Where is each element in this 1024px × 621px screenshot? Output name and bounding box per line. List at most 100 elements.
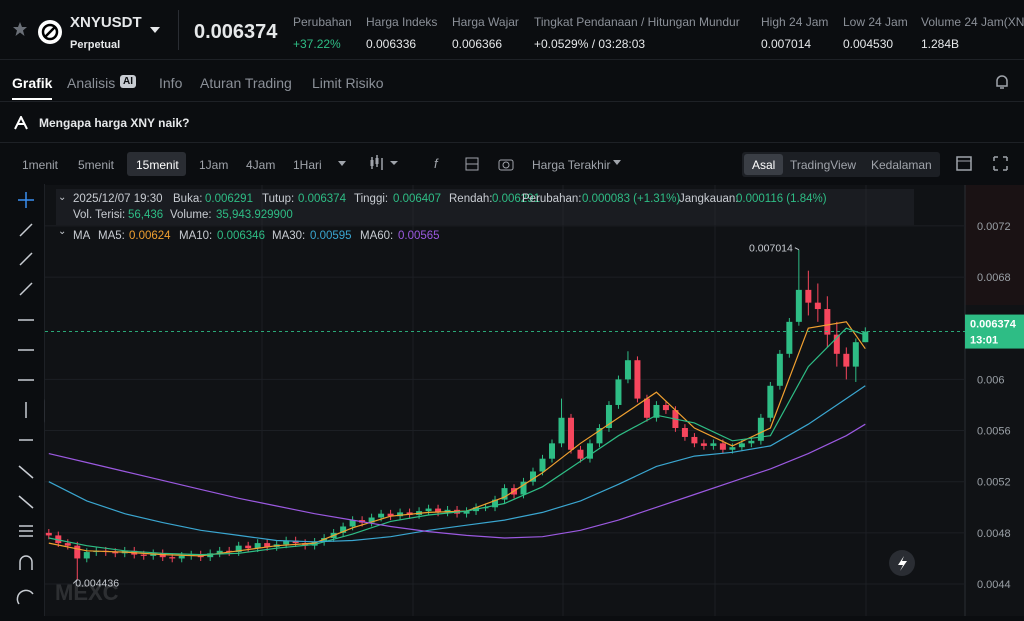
candle-body: [624, 360, 631, 380]
stat-label: Tingkat Pendanaan / Hitungan Mundur: [534, 15, 740, 29]
candle-body: [700, 443, 707, 446]
interval[interactable]: 1Hari: [293, 158, 322, 172]
candle-body: [55, 535, 62, 544]
candle-body: [615, 379, 622, 405]
stat-value: +0.0529% / 03:28:03: [534, 37, 646, 51]
view-option[interactable]: Kedalaman: [871, 158, 932, 172]
info-label: Jangkauan:: [679, 193, 739, 205]
axis-shade: [965, 185, 1024, 305]
ma-line: [48, 423, 866, 539]
price-tag-bg: [965, 314, 1024, 349]
candle-body: [264, 543, 271, 547]
stat-value: 0.006366: [452, 37, 503, 51]
interval[interactable]: 5menit: [78, 158, 115, 172]
info-value: 0.006374: [298, 193, 346, 205]
interval[interactable]: 4Jam: [246, 158, 276, 172]
interval-selected-bg: [127, 152, 186, 176]
ai-badge: AI: [120, 75, 136, 88]
candle-body: [776, 353, 783, 386]
y-tick-label: 0.0068: [977, 272, 1011, 284]
candle-body: [45, 532, 52, 536]
candle-body: [340, 526, 347, 533]
tab[interactable]: Info: [159, 75, 183, 91]
candle-body: [83, 552, 90, 559]
candle-body: [567, 417, 574, 450]
candle-body: [216, 550, 223, 554]
ma-legend-value: 0.00624: [129, 230, 171, 242]
interval[interactable]: 1menit: [22, 158, 59, 172]
candle-body: [548, 443, 555, 459]
candle-body: [852, 342, 859, 367]
candle-body: [292, 540, 299, 544]
tool-icons[interactable]: f: [434, 156, 524, 172]
candle-body: [245, 545, 252, 549]
candle-body: [586, 443, 593, 459]
tab[interactable]: Limit Risiko: [312, 75, 384, 91]
tab[interactable]: Aturan Trading: [200, 75, 292, 91]
candle-type-icon[interactable]: [369, 155, 399, 171]
candle-body: [463, 511, 470, 514]
candle-body: [530, 471, 537, 482]
symbol[interactable]: XNYUSDT: [70, 14, 142, 31]
candle-body: [577, 449, 584, 459]
info-date: 2025/12/07 19:30: [73, 193, 163, 205]
view-selected-bg: [744, 154, 783, 175]
candle-body: [814, 302, 821, 310]
stat-label: Low 24 Jam: [843, 15, 908, 29]
bell-icon[interactable]: [994, 74, 1010, 90]
svg-text:f: f: [434, 156, 439, 171]
tab[interactable]: Analisis: [67, 75, 116, 91]
y-tick-label: 0.0048: [977, 528, 1011, 540]
candle-body: [159, 553, 166, 558]
min-label: 0.004436: [75, 577, 119, 589]
divider: [0, 142, 1024, 143]
view-option[interactable]: TradingView: [790, 158, 857, 172]
max-label: 0.007014: [749, 243, 793, 255]
interval[interactable]: 1Jam: [199, 158, 229, 172]
dropdown-arrow[interactable]: [150, 27, 160, 34]
ohlc-panel: [56, 189, 914, 225]
y-tick-label: 0.0072: [977, 221, 1011, 233]
candle-body: [64, 543, 71, 546]
interval[interactable]: 15menit: [136, 158, 179, 172]
stat-value: 1.284B: [921, 37, 960, 51]
ai-icon: [14, 116, 28, 130]
info-label: Rendah:: [449, 193, 493, 205]
info-value: 0.006291: [205, 193, 253, 205]
info-label: Perubahan:: [522, 193, 582, 205]
candle-body: [738, 443, 745, 448]
stat-label: Perubahan: [293, 15, 352, 29]
candle-body: [862, 331, 869, 343]
candle-body: [520, 481, 527, 495]
candle-body: [235, 545, 242, 553]
ma-legend-name: MA10:: [179, 230, 213, 242]
candle-body: [368, 517, 375, 523]
banner[interactable]: Mengapa harga XNY naik?: [39, 116, 190, 130]
info-value: 0.006407: [393, 193, 441, 205]
info-value: 0.000116 (1.84%): [736, 193, 827, 205]
candle-body: [74, 545, 81, 559]
top-bar: XNYUSDT Perpetual 0.006374 Perubahan +37.…: [0, 0, 1024, 60]
info-caret: ⌄: [58, 192, 67, 203]
drawing-tools[interactable]: [0, 184, 52, 616]
candle-body: [653, 404, 660, 418]
candle-body: [226, 550, 233, 553]
ma-title: MA: [73, 230, 91, 242]
star-icon[interactable]: [13, 22, 27, 36]
dropdown-arrow[interactable]: [613, 160, 621, 166]
candle-body: [207, 553, 214, 558]
candle-body: [397, 512, 404, 517]
chart-bg: [45, 185, 1024, 616]
candle-body: [425, 508, 432, 512]
stat-label: Volume 24 Jam(XNY: [921, 15, 1024, 29]
tab[interactable]: Grafik: [12, 75, 53, 91]
stat-value: 0.006336: [366, 37, 417, 51]
info-value: 35,943.929900: [216, 209, 293, 221]
candle-body: [178, 555, 185, 559]
view-option[interactable]: Asal: [752, 158, 776, 172]
info-label: Tutup:: [262, 193, 295, 205]
dropdown-arrow[interactable]: [338, 161, 346, 167]
candle-body: [634, 360, 641, 399]
price-source[interactable]: Harga Terakhir: [532, 158, 611, 172]
layout-icons[interactable]: [956, 156, 1016, 172]
